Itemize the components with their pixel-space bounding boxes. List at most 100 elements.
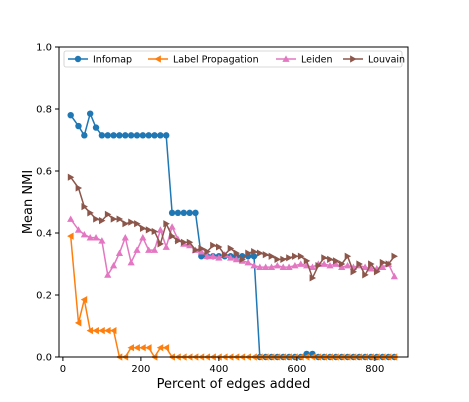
data-point bbox=[86, 110, 94, 117]
series-layer bbox=[67, 110, 398, 361]
data-point bbox=[139, 344, 146, 352]
data-point bbox=[198, 253, 205, 260]
data-point bbox=[268, 252, 276, 260]
data-point bbox=[338, 260, 346, 268]
data-point bbox=[109, 261, 118, 269]
data-point bbox=[93, 215, 100, 223]
data-point bbox=[156, 226, 164, 233]
data-point bbox=[327, 255, 334, 263]
data-point bbox=[297, 252, 305, 260]
data-point bbox=[221, 251, 229, 259]
x-tick-label: 400 bbox=[209, 364, 228, 375]
series-line bbox=[70, 176, 395, 280]
data-point bbox=[127, 132, 135, 139]
data-point bbox=[122, 132, 129, 139]
data-point bbox=[86, 234, 94, 241]
data-point bbox=[368, 260, 375, 268]
x-tick-label: 0 bbox=[60, 364, 66, 375]
data-point bbox=[92, 327, 99, 335]
data-point bbox=[110, 215, 118, 223]
y-tick-label: 0.2 bbox=[36, 291, 52, 302]
data-point bbox=[163, 220, 170, 228]
data-point bbox=[361, 263, 369, 270]
data-point bbox=[163, 132, 170, 139]
data-point bbox=[133, 132, 141, 139]
data-point bbox=[74, 319, 82, 327]
data-point bbox=[203, 252, 211, 260]
data-point bbox=[139, 224, 147, 232]
data-point bbox=[67, 215, 75, 222]
data-point bbox=[232, 255, 241, 263]
data-point bbox=[209, 252, 217, 260]
legend-marker bbox=[74, 55, 82, 63]
data-point bbox=[162, 243, 170, 250]
data-point bbox=[356, 260, 363, 268]
x-tick-label: 200 bbox=[131, 364, 150, 375]
y-tick-label: 0.6 bbox=[36, 167, 52, 178]
data-point bbox=[332, 257, 340, 265]
data-point bbox=[239, 255, 246, 263]
data-point bbox=[250, 261, 258, 269]
data-point bbox=[157, 240, 164, 248]
data-point bbox=[151, 132, 158, 139]
data-point bbox=[87, 209, 94, 217]
data-point bbox=[338, 263, 346, 270]
data-point bbox=[292, 252, 299, 260]
data-point bbox=[169, 232, 176, 240]
data-point bbox=[198, 244, 205, 253]
series-2 bbox=[67, 215, 398, 280]
x-tick-label: 600 bbox=[287, 364, 306, 375]
data-point bbox=[250, 253, 258, 260]
data-point bbox=[74, 226, 83, 233]
data-point bbox=[98, 327, 105, 335]
legend-marker bbox=[350, 55, 357, 63]
series-0 bbox=[67, 110, 398, 361]
data-point bbox=[75, 184, 83, 192]
data-point bbox=[379, 263, 387, 270]
data-point bbox=[267, 263, 276, 270]
data-point bbox=[332, 260, 340, 267]
data-point bbox=[162, 344, 170, 352]
data-point bbox=[127, 258, 135, 266]
data-point bbox=[297, 260, 305, 267]
data-point bbox=[168, 223, 176, 230]
data-point bbox=[116, 215, 124, 223]
data-point bbox=[309, 274, 317, 282]
data-point bbox=[98, 132, 106, 139]
series-line bbox=[70, 111, 395, 358]
legend-label: Leiden bbox=[301, 55, 333, 66]
data-point bbox=[373, 268, 381, 276]
data-point bbox=[128, 218, 135, 226]
data-point bbox=[326, 261, 334, 269]
data-point bbox=[367, 265, 375, 272]
data-point bbox=[227, 244, 235, 253]
data-point bbox=[192, 209, 199, 217]
data-point bbox=[99, 217, 106, 225]
data-point bbox=[134, 220, 141, 228]
data-point bbox=[145, 226, 153, 234]
y-tick-label: 1.0 bbox=[36, 43, 52, 54]
data-point bbox=[92, 234, 100, 241]
data-point bbox=[350, 268, 358, 276]
data-point bbox=[274, 255, 281, 263]
data-point bbox=[215, 243, 223, 251]
data-point bbox=[279, 263, 287, 270]
data-point bbox=[156, 344, 164, 352]
data-point bbox=[145, 132, 152, 139]
data-point bbox=[104, 132, 111, 139]
data-point bbox=[210, 241, 217, 249]
x-tick-label: 800 bbox=[365, 364, 384, 375]
data-point bbox=[67, 112, 74, 119]
data-point bbox=[157, 132, 164, 139]
legend-marker bbox=[154, 55, 161, 63]
data-point bbox=[116, 132, 123, 139]
data-point bbox=[244, 258, 252, 266]
data-point bbox=[133, 344, 140, 352]
legend-label: Label Propagation bbox=[173, 55, 259, 66]
data-point bbox=[75, 122, 82, 130]
data-point bbox=[343, 261, 352, 269]
data-point bbox=[308, 263, 317, 270]
data-point bbox=[110, 132, 117, 139]
data-point bbox=[303, 257, 311, 265]
data-point bbox=[321, 254, 328, 262]
